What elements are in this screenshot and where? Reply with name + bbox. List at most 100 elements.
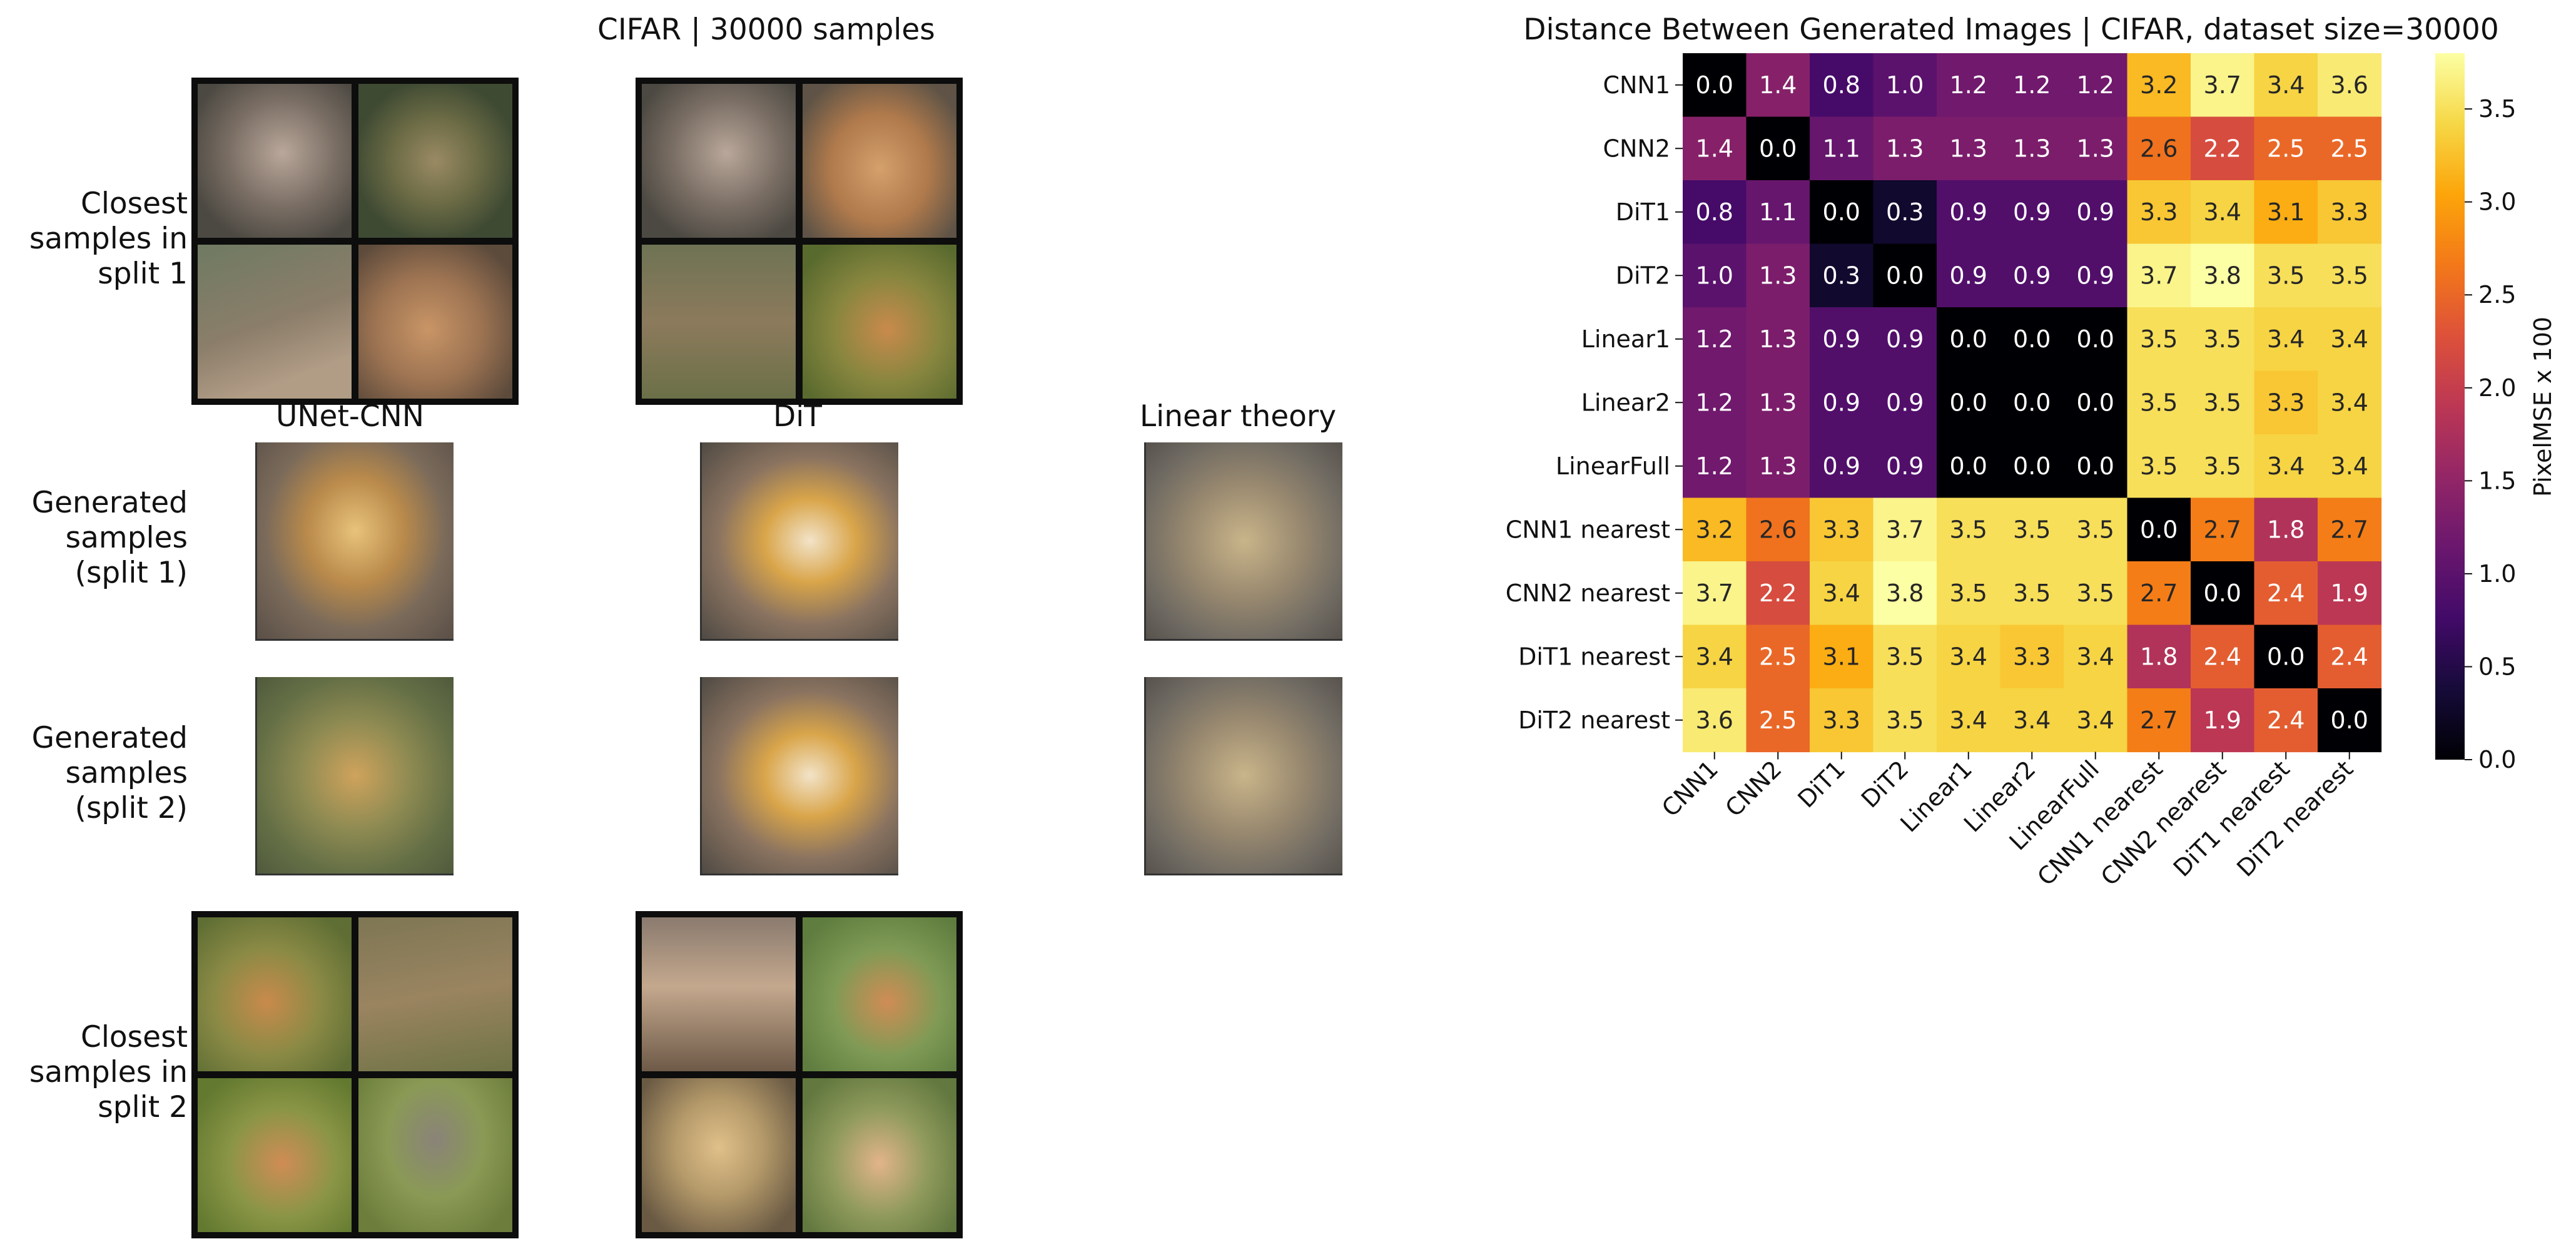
heatmap-cell-value: 2.5	[2267, 135, 2305, 162]
heatmap-cell	[2000, 53, 2064, 118]
y-tick-label: DiT1	[1616, 198, 1670, 226]
heatmap-cell	[2000, 497, 2064, 562]
heatmap-cell	[2000, 307, 2064, 372]
heatmap-cell-value: 3.4	[2077, 643, 2114, 670]
heatmap-cell	[2191, 688, 2255, 753]
heatmap-cell	[2318, 53, 2382, 118]
heatmap-cell-value: 2.2	[2204, 135, 2241, 162]
heatmap-cell	[1683, 180, 1747, 245]
heatmap-cell-value: 0.0	[2204, 579, 2241, 607]
x-tick-label: CNN1	[1656, 755, 1723, 822]
row-label-generated-split1: Generated samples (split 1)	[31, 486, 188, 590]
heatmap-cell-value: 3.4	[2077, 706, 2114, 734]
heatmap-cell-value: 0.0	[1759, 135, 1797, 162]
heatmap-cell	[1746, 370, 1810, 435]
heatmap-cell-value: 0.0	[2077, 389, 2114, 416]
heatmap-cell-value: 2.4	[2267, 579, 2305, 607]
y-tick-label: DiT2	[1616, 262, 1670, 289]
row-label-closest-split2: Closest samples in split 2	[29, 1020, 188, 1124]
heatmap-cell-value: 3.5	[2077, 516, 2114, 543]
heatmap-cell-value: 0.9	[1823, 389, 1860, 416]
heatmap-cell	[1746, 688, 1810, 753]
heatmap-cell-value: 2.7	[2140, 706, 2178, 734]
heatmap-cell	[1746, 307, 1810, 372]
heatmap-cell-value: 0.0	[1950, 452, 1987, 480]
heatmap-cell-value: 3.3	[2013, 643, 2051, 670]
heatmap-cell	[2064, 180, 2128, 245]
generated-split1-unet-image	[255, 442, 454, 641]
heatmap-cell-value: 1.3	[2077, 135, 2114, 162]
heatmap-cell-value: 1.3	[1759, 262, 1797, 289]
heatmap-cell	[1873, 561, 1937, 626]
heatmap-cell-value: 0.9	[2077, 262, 2114, 289]
left-panel-title: CIFAR | 30000 samples	[597, 13, 935, 47]
heatmap-cell	[2127, 116, 2191, 181]
heatmap-cell-value: 3.4	[1696, 643, 1733, 670]
heatmap-cell-value: 3.2	[1696, 516, 1733, 543]
heatmap-cell	[2254, 116, 2318, 181]
heatmap-cell-value: 1.0	[1696, 262, 1733, 289]
heatmap-cell	[2191, 116, 2255, 181]
colorbar-tick-label: 0.5	[2478, 653, 2516, 680]
heatmap-cell-value: 3.4	[2204, 198, 2241, 226]
heatmap-cell-value: 0.0	[1886, 262, 1924, 289]
heatmap-cell-value: 3.5	[2013, 516, 2051, 543]
heatmap-cell-value: 3.8	[1886, 579, 1924, 607]
y-tick-label: CNN2 nearest	[1506, 579, 1670, 607]
image-tile	[642, 245, 796, 399]
heatmap-cell-value: 0.8	[1696, 198, 1733, 226]
heatmap-cell	[1873, 688, 1937, 753]
heatmap-cell-value: 3.1	[1823, 643, 1860, 670]
heatmap-cell-value: 1.3	[1950, 135, 1987, 162]
heatmap-cell-value: 3.4	[2331, 389, 2368, 416]
heatmap-cell	[1937, 624, 2001, 689]
heatmap-cell	[2191, 497, 2255, 562]
heatmap-cell	[2254, 624, 2318, 689]
heatmap-cell-value: 0.9	[1886, 389, 1924, 416]
heatmap-cell-value: 0.9	[1950, 262, 1987, 289]
heatmap-cell-value: 1.4	[1759, 71, 1797, 99]
heatmap-cell-value: 1.2	[2013, 71, 2051, 99]
heatmap-cell-value: 3.4	[2267, 452, 2305, 480]
heatmap-cell-value: 0.8	[1823, 71, 1860, 99]
heatmap-cell	[1810, 307, 1874, 372]
image-tile	[642, 917, 796, 1071]
colorbar-tick-label: 2.0	[2478, 374, 2516, 402]
generated-split1-dit-image	[700, 442, 898, 641]
heatmap-cell	[1683, 688, 1747, 753]
colorbar-tick-label: 3.0	[2478, 188, 2516, 216]
heatmap-cell	[1683, 116, 1747, 181]
y-tick-label: CNN1	[1603, 71, 1670, 99]
heatmap-cell	[2254, 243, 2318, 308]
colorbar-tick-label: 1.5	[2478, 467, 2516, 494]
heatmap-cell-value: 3.4	[1823, 579, 1860, 607]
heatmap-cell-value: 1.1	[1823, 135, 1860, 162]
image-tile	[803, 1078, 956, 1232]
heatmap-cell-value: 0.9	[1886, 452, 1924, 480]
heatmap-cell	[2127, 307, 2191, 372]
generated-split2-linear-image	[1144, 677, 1342, 875]
heatmap-cell	[1746, 53, 1810, 118]
generated-split1-linear-image	[1144, 442, 1342, 641]
col-label-unet-cnn: UNet-CNN	[276, 399, 424, 434]
heatmap-cell	[2254, 180, 2318, 245]
y-tick-label: DiT1 nearest	[1518, 643, 1670, 670]
heatmap-cell-value: 0.0	[2267, 643, 2305, 670]
image-tile	[198, 917, 352, 1071]
heatmap-cell-value: 0.0	[2013, 452, 2051, 480]
x-tick-label: DiT1	[1792, 755, 1850, 813]
row-label-closest-split1: Closest samples in split 1	[29, 186, 188, 291]
heatmap-title: Distance Between Generated Images | CIFA…	[1523, 13, 2498, 47]
heatmap-cell	[2254, 688, 2318, 753]
heatmap-cell	[2127, 434, 2191, 499]
heatmap-cell-value: 3.5	[1886, 706, 1924, 734]
heatmap-cell	[1746, 434, 1810, 499]
heatmap-cell	[1873, 434, 1937, 499]
heatmap-cell-value: 3.2	[2140, 71, 2178, 99]
heatmap-cell-value: 0.0	[2077, 452, 2114, 480]
heatmap-cell-value: 3.4	[2331, 452, 2368, 480]
heatmap-cell-value: 0.0	[2331, 706, 2368, 734]
heatmap-cell	[2127, 180, 2191, 245]
image-tile	[642, 84, 796, 238]
heatmap-cell	[2000, 688, 2064, 753]
